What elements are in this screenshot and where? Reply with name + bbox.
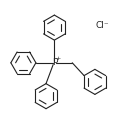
Text: P: P	[52, 58, 57, 67]
Text: +: +	[56, 56, 61, 61]
Text: Cl⁻: Cl⁻	[95, 21, 109, 30]
